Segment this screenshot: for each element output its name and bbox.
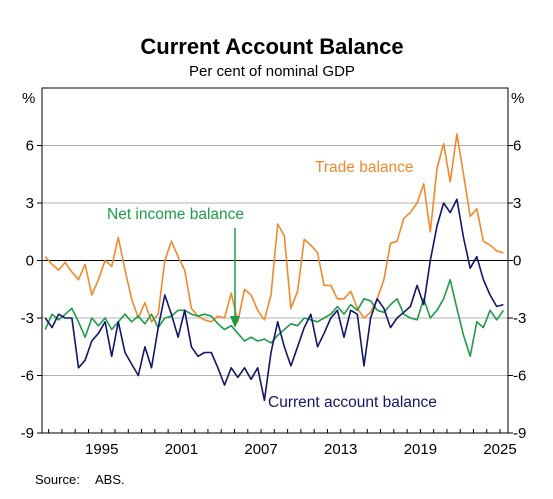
chart-subtitle: Per cent of nominal GDP [189, 63, 355, 80]
net-income-pointer-arrow [230, 228, 240, 328]
x-tick-label: 2007 [244, 441, 277, 458]
x-tick-label: 2001 [165, 441, 198, 458]
y-tick-label-right: -3 [513, 310, 526, 327]
y-tick-label-left: 3 [26, 195, 34, 212]
x-tick-label: 2019 [404, 441, 437, 458]
chart-title: Current Account Balance [140, 34, 403, 59]
axis-ticks: -9 -9 -6 -6 -3 -3 0 0 3 3 6 6 1995 2001 2007 2013 2019 20… [21, 138, 527, 459]
label-current-account-balance: Current account balance [268, 394, 437, 411]
plot-frame [41, 87, 509, 434]
y-tick-label-right: -6 [513, 368, 526, 385]
y-tick-label-right: -9 [513, 425, 526, 442]
source-label: Source: [35, 472, 80, 487]
label-net-income-balance: Net income balance [107, 206, 244, 223]
source-text: ABS. [95, 472, 125, 487]
x-tick-label: 1995 [85, 441, 118, 458]
series-line-trade-balance [44, 133, 504, 323]
series-line-current-account-balance [44, 198, 504, 402]
y-tick-label-right: 6 [513, 138, 521, 155]
y-tick-label-left: -3 [21, 310, 34, 327]
y-tick-label-left: -6 [21, 368, 34, 385]
x-tick-label: 2013 [324, 441, 357, 458]
x-tick-label: 2025 [483, 441, 516, 458]
y-tick-label-left: -9 [21, 425, 34, 442]
label-trade-balance: Trade balance [315, 159, 414, 176]
y-tick-label-right: 0 [513, 253, 521, 270]
series-lines [44, 133, 505, 402]
y-tick-label-right: 3 [513, 195, 521, 212]
y-unit-right: % [511, 90, 524, 107]
y-tick-label-left: 0 [26, 253, 34, 270]
y-tick-label-left: 6 [26, 138, 34, 155]
y-unit-left: % [22, 90, 35, 107]
